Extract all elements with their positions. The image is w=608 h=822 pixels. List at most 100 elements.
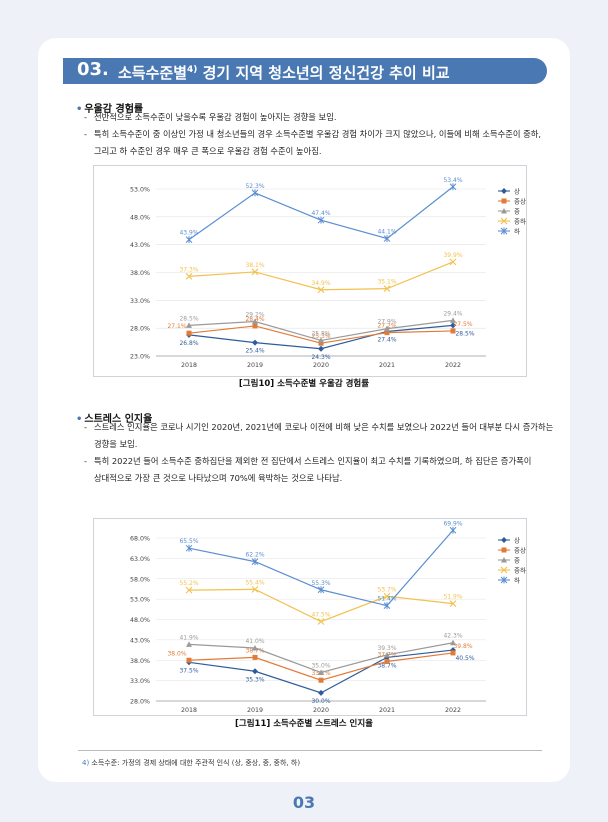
x-tick-label: 2022 — [445, 362, 461, 369]
line-text: 경향을 보임. — [94, 439, 138, 449]
data-label: 47.4% — [311, 210, 330, 217]
y-tick-label: 53.0% — [130, 187, 150, 194]
y-tick-label: 33.0% — [130, 298, 150, 305]
point-하 — [251, 558, 259, 566]
point-중 — [501, 557, 507, 563]
data-label: 53.4% — [443, 177, 462, 184]
footnote-number: 4) — [82, 759, 90, 767]
line-text: 특히 2022년 들어 소득수준 중하집단을 제외한 전 집단에서 스트레스 인… — [94, 456, 532, 466]
para-line: - 스트레스 인지율은 코로나 시기인 2020년, 2021년에 코로나 이전에… — [84, 422, 554, 432]
legend-label: 상 — [514, 187, 520, 196]
y-tick-label: 48.0% — [130, 214, 150, 221]
y-tick-label: 58.0% — [130, 576, 150, 583]
point-하 — [185, 236, 193, 244]
point-중상 — [450, 328, 456, 334]
caption-fig10: [그림10] 소득수준별 우울감 경험률 — [238, 379, 370, 389]
point-중상 — [384, 330, 390, 336]
legend-label: 중상 — [514, 197, 526, 206]
point-중 — [501, 208, 507, 214]
point-중상 — [501, 547, 507, 553]
point-중 — [318, 337, 324, 343]
data-label: 52.3% — [245, 183, 264, 190]
point-중 — [450, 317, 456, 323]
y-tick-label: 43.0% — [130, 242, 150, 249]
footnote-divider — [78, 750, 542, 751]
point-중 — [384, 651, 390, 658]
data-label: 55.4% — [245, 579, 264, 586]
x-tick-label: 2022 — [445, 707, 461, 714]
point-중하 — [185, 586, 193, 594]
section-number: 03. — [77, 59, 109, 80]
page-number: 03 — [292, 793, 316, 812]
para-line: 상대적으로 가장 큰 것으로 나타났으며 70%에 육박하는 것으로 나타남. — [84, 470, 554, 487]
data-label: 35.0% — [311, 662, 330, 669]
point-중하 — [383, 592, 391, 600]
data-label: 39.8% — [453, 643, 472, 650]
point-상 — [252, 668, 258, 675]
footnote-text: 소득수준: 가정의 경제 상태에 대한 주관적 인식 (상, 중상, 중, 중하… — [91, 759, 301, 767]
point-중 — [252, 645, 258, 651]
data-label: 38.7% — [377, 662, 396, 669]
legend-label: 중 — [514, 557, 520, 565]
para-line: - 특히 2022년 들어 소득수준 중하집단을 제외한 전 집단에서 스트레스 … — [84, 456, 532, 466]
data-label: 53.7% — [377, 586, 396, 593]
y-tick-label: 53.0% — [130, 597, 150, 604]
data-label: 38.1% — [245, 262, 264, 269]
data-label: 28.5% — [179, 315, 198, 322]
data-label: 41.9% — [179, 634, 198, 641]
y-tick-label: 33.0% — [130, 678, 150, 685]
point-하 — [251, 189, 259, 197]
para-line: - 특히 소득수준이 중 이상인 가정 내 청소년들의 경우 소득수준별 우울감 … — [84, 129, 542, 139]
series-line-하 — [188, 529, 454, 607]
point-중하 — [317, 618, 325, 625]
y-tick-label: 23.0% — [130, 354, 150, 361]
point-중상 — [252, 323, 258, 329]
point-상 — [318, 345, 324, 352]
legend-label: 하 — [514, 227, 520, 236]
legend-label: 중상 — [514, 546, 526, 555]
point-중하 — [449, 258, 457, 266]
point-중상 — [501, 198, 507, 204]
data-label: 55.2% — [179, 580, 198, 587]
point-중상 — [186, 330, 192, 336]
point-하 — [449, 183, 457, 191]
point-중하 — [251, 585, 259, 593]
point-중하 — [251, 268, 259, 276]
point-중하 — [500, 566, 508, 574]
data-label: 44.1% — [377, 229, 396, 236]
legend-label: 상 — [514, 536, 520, 545]
data-label: 39.9% — [443, 252, 462, 259]
point-중상 — [186, 657, 192, 663]
data-label: 25.8% — [311, 330, 330, 337]
heading-text: 우울감 경험률 — [84, 104, 144, 115]
chart-stress: 28.0% 33.0% 38.0% 43.0% 48.0% 53.0% 58.0% 63.0%… — [93, 518, 527, 716]
x-tick-label: 2019 — [247, 362, 263, 369]
point-중상 — [450, 650, 456, 656]
paragraph-stress: - 스트레스 인지율은 코로나 시기인 2020년, 2021년에 코로나 이전에… — [84, 419, 554, 487]
point-중하 — [449, 600, 457, 607]
x-tick-label: 2020 — [313, 362, 329, 369]
data-label: 27.4% — [377, 337, 396, 344]
footnote-ref: 4) — [187, 65, 198, 75]
line-text: 상대적으로 가장 큰 것으로 나타났으며 70%에 육박하는 것으로 나타남. — [94, 473, 343, 483]
point-중하 — [185, 273, 193, 280]
para-line: 경향을 보임. — [84, 436, 554, 453]
point-하 — [500, 227, 508, 235]
data-label: 39.3% — [377, 645, 396, 652]
data-label: 40.5% — [455, 655, 474, 662]
data-label: 51.9% — [443, 594, 462, 601]
legend-label: 중 — [514, 208, 520, 216]
line-text: 그리고 하 수준인 경우 매우 큰 폭으로 우울감 경험 수준이 높아짐. — [94, 146, 322, 156]
heading-text: 스트레스 인지율 — [84, 414, 153, 425]
point-중상 — [318, 677, 324, 683]
point-하 — [317, 216, 325, 224]
data-label: 35.1% — [377, 279, 396, 286]
legend-label: 하 — [514, 576, 520, 585]
heading-stress: • 스트레스 인지율 — [76, 410, 152, 425]
data-label: 62.2% — [245, 552, 264, 559]
data-label: 27.9% — [377, 319, 396, 326]
paragraph-depression: - 전반적으로 소득수준이 낮을수록 우울감 경험이 높아지는 경향을 보임. -… — [84, 109, 554, 160]
data-label: 37.3% — [179, 266, 198, 273]
line-text: 특히 소득수준이 중 이상인 가정 내 청소년들의 경우 소득수준별 우울감 경… — [94, 129, 542, 139]
data-label: 25.3% — [311, 333, 330, 340]
